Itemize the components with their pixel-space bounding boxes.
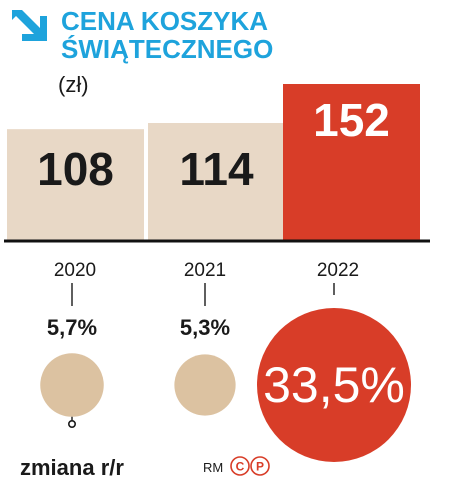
- unit-label: (zł): [58, 72, 89, 97]
- arrow-down-right-icon: [12, 10, 47, 41]
- yoy-circle-2020: [40, 353, 104, 417]
- copyright-c-icon: C: [230, 456, 250, 476]
- bar-value-label-2020: 108: [37, 143, 114, 195]
- yoy-value-2021: 5,3%: [180, 315, 230, 340]
- bar-2021: [148, 123, 285, 240]
- tick-labels-group: 2020 2021 2022: [54, 260, 359, 281]
- copyright-p-letter: P: [256, 460, 264, 474]
- credit-author: RM: [203, 460, 223, 475]
- copyright-p-icon: P: [250, 456, 270, 476]
- title-line-2: ŚWIĄTECZNEGO: [61, 34, 273, 64]
- year-tick-2020: 2020: [54, 260, 96, 281]
- bars-group: 108 114 152: [7, 84, 420, 240]
- bar-2022: [283, 84, 420, 240]
- bar-value-label-2021: 114: [179, 143, 254, 195]
- footer: zmiana r/r RM C P: [20, 419, 270, 480]
- bar-value-label-2022: 152: [313, 94, 390, 146]
- year-tick-2022: 2022: [317, 260, 359, 281]
- yoy-circle-2022: [257, 308, 411, 462]
- yoy-legend-label: zmiana r/r: [20, 455, 124, 480]
- yoy-value-2022: 33,5%: [263, 357, 405, 413]
- yoy-value-2020: 5,7%: [47, 315, 97, 340]
- yoy-circle-2021: [174, 354, 236, 416]
- legend-connector-dot: [68, 419, 77, 428]
- title-line-1: CENA KOSZYKA: [61, 6, 268, 36]
- yoy-circles-group: 5,7% 5,3% 33,5%: [40, 283, 411, 462]
- copyright-c-letter: C: [236, 460, 245, 474]
- header: CENA KOSZYKA ŚWIĄTECZNEGO (zł): [12, 6, 273, 97]
- year-tick-2021: 2021: [184, 260, 226, 281]
- bar-2020: [7, 129, 144, 240]
